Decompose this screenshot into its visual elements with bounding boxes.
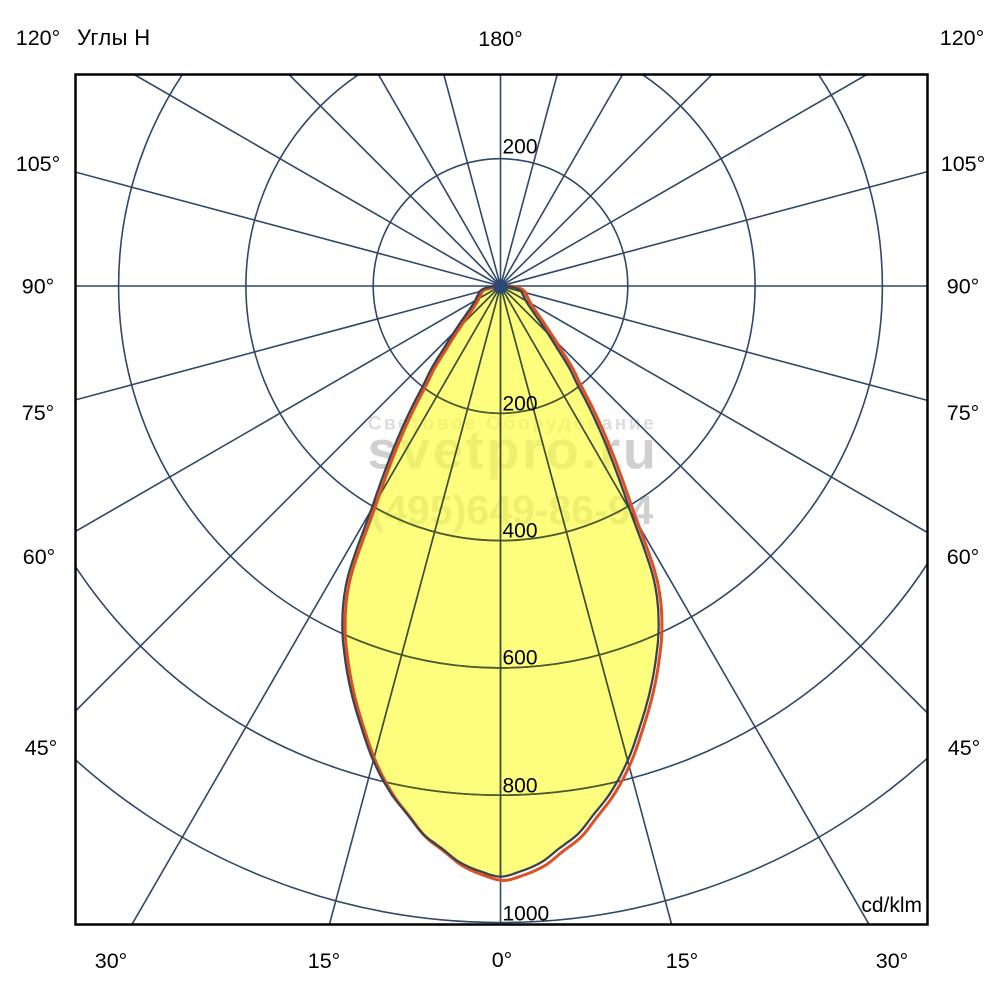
- svg-text:75°: 75°: [947, 401, 980, 425]
- svg-text:200: 200: [503, 136, 538, 159]
- svg-text:200: 200: [503, 393, 538, 416]
- svg-text:15°: 15°: [666, 949, 699, 973]
- svg-text:45°: 45°: [948, 736, 981, 760]
- svg-text:45°: 45°: [25, 736, 58, 760]
- svg-text:60°: 60°: [947, 545, 980, 569]
- svg-text:30°: 30°: [95, 949, 128, 973]
- svg-text:105°: 105°: [941, 152, 985, 176]
- svg-text:1000: 1000: [503, 903, 550, 926]
- svg-text:90°: 90°: [947, 274, 980, 298]
- svg-text:15°: 15°: [308, 949, 341, 973]
- svg-text:105°: 105°: [16, 152, 60, 176]
- svg-text:75°: 75°: [22, 401, 55, 425]
- svg-text:120°: 120°: [16, 26, 60, 50]
- svg-text:30°: 30°: [876, 949, 909, 973]
- svg-text:60°: 60°: [23, 545, 56, 569]
- svg-text:0°: 0°: [492, 948, 513, 972]
- svg-text:800: 800: [503, 775, 538, 798]
- svg-text:120°: 120°: [940, 26, 984, 50]
- svg-text:600: 600: [503, 647, 538, 670]
- svg-text:90°: 90°: [22, 274, 55, 298]
- svg-text:cd/klm: cd/klm: [861, 894, 922, 917]
- svg-text:180°: 180°: [478, 27, 522, 51]
- svg-text:Углы H: Углы H: [77, 25, 151, 50]
- svg-text:400: 400: [503, 520, 538, 543]
